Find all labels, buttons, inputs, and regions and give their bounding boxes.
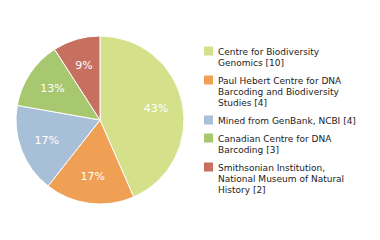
legend: Centre for BiodiversityGenomics [10] Paul…: [204, 47, 356, 195]
chart: 43% 17% 17% 13% 9% Centre for BiodiversityGen…: [0, 0, 380, 240]
legend-entry: Centre for BiodiversityGenomics [10]: [218, 47, 320, 68]
legend-entry: Smithsonian Institution,National Museum …: [218, 163, 344, 195]
slice-label: 13%: [40, 82, 64, 95]
slice-label: 43%: [144, 102, 168, 115]
legend-entry: Mined from GenBank, NCBI [4]: [218, 116, 356, 126]
slices: [16, 36, 184, 204]
legend-entry: Canadian Centre for DNABarcoding [3]: [218, 134, 332, 155]
legend-swatch: [204, 116, 213, 125]
legend-swatch: [204, 134, 213, 143]
slice-label: 17%: [81, 170, 105, 183]
pie-slice: [55, 36, 100, 120]
legend-swatch: [204, 76, 213, 85]
slice-labels: 43% 17% 17% 13% 9%: [34, 59, 168, 183]
legend-swatch: [204, 163, 213, 172]
legend-swatch: [204, 47, 213, 56]
legend-entry: Paul Hebert Centre for DNABarcoding and …: [218, 76, 342, 108]
slice-label: 9%: [75, 59, 92, 72]
slice-label: 17%: [34, 134, 58, 147]
